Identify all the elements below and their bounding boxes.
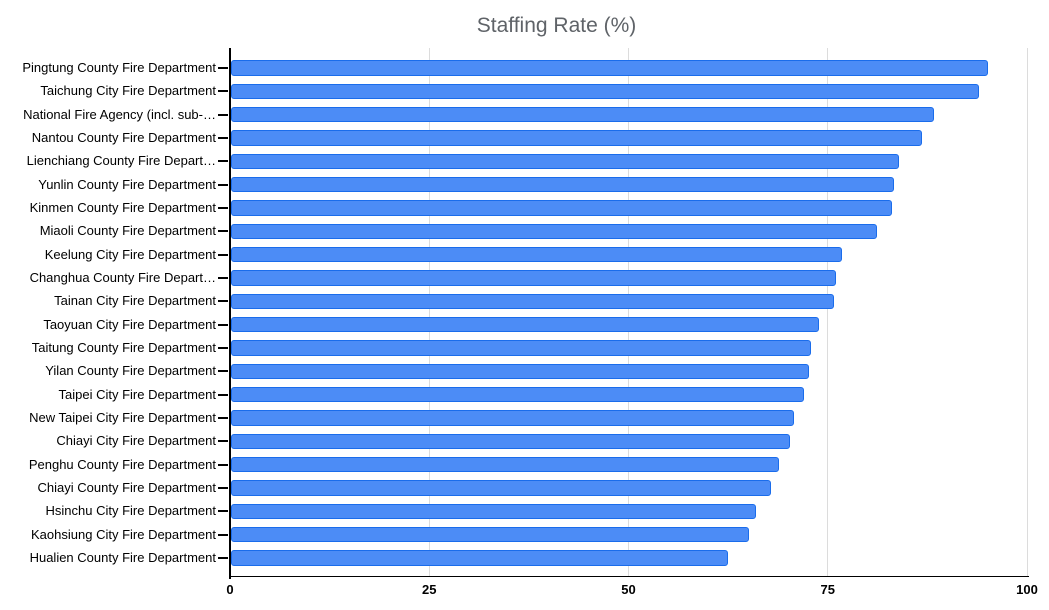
category-label: Lienchiang County Fire Depart… [26,153,216,169]
category-tick-mark [218,207,228,209]
bar [231,293,835,310]
bar [231,433,790,450]
category-tick-mark [218,533,228,536]
bar [231,106,934,123]
bar [231,153,899,170]
category-tick-mark [218,370,228,373]
category-label: Kaohsiung City Fire Department [31,526,216,542]
category-label: Keelung City Fire Department [44,246,216,262]
x-axis [228,575,1029,577]
category-label: Yunlin County Fire Department [38,176,216,192]
category-tick-mark [218,183,228,186]
category-tick-mark [218,557,228,559]
x-tick-label: 100 [1016,582,1038,597]
bar [231,503,757,520]
bar [231,200,892,216]
category-label: Nantou County Fire Department [31,130,216,145]
category-tick-mark [218,440,228,443]
x-tick-label: 0 [226,582,234,597]
category-label: Taipei City Fire Department [58,386,217,402]
category-tick-mark [218,253,228,256]
category-label: Chiayi County Fire Department [37,480,216,495]
y-axis [228,48,231,579]
category-label: National Fire Agency (incl. sub-… [23,106,216,122]
category-tick-mark [218,113,228,116]
category-tick-mark [218,417,228,419]
category-label: Changhua County Fire Depart… [29,270,216,285]
x-tick-label: 50 [621,582,636,597]
bar [231,246,842,263]
bar [231,456,780,473]
bar [231,526,750,543]
bar [231,386,805,403]
category-label: New Taipei City Fire Department [29,410,216,425]
category-tick-mark [218,463,228,466]
gridline [1026,48,1028,577]
category-label: Kinmen County Fire Department [29,200,216,215]
bar [231,480,771,496]
category-label: Chiayi City Fire Department [56,433,216,449]
category-tick-mark [218,90,228,93]
gridline [428,48,430,577]
category-label: Tainan City Fire Department [54,293,216,309]
bar [231,316,820,333]
bar [231,363,809,380]
bar [231,176,895,193]
category-label: Hsinchu City Fire Department [45,503,217,519]
category-tick-mark [218,67,228,69]
category-label: Taitung County Fire Department [31,340,216,355]
category-label: Pingtung County Fire Department [22,60,216,75]
category-tick-mark [218,230,228,233]
bar [231,83,979,100]
bar [231,550,728,566]
bar [231,340,812,356]
category-label: Taichung City Fire Department [40,83,216,99]
x-tick-label: 75 [820,582,835,597]
category-tick-mark [218,393,228,396]
category-tick-mark [218,347,228,349]
category-label: Hualien County Fire Department [29,550,216,565]
category-label: Miaoli County Fire Department [39,223,216,239]
gridline [628,48,629,577]
category-label: Taoyuan City Fire Department [43,316,216,332]
bar [231,130,922,146]
bar [231,223,877,240]
category-label: Penghu County Fire Department [28,456,216,472]
chart-title: Staffing Rate (%) [476,14,637,37]
category-tick-mark [218,300,228,303]
category-tick-mark [218,487,228,489]
category-tick-mark [218,160,228,163]
bar [231,410,794,426]
x-tick-label: 25 [422,582,437,597]
bar [231,60,989,76]
category-tick-mark [218,510,228,513]
category-tick-mark [218,277,228,279]
category-tick-mark [218,137,228,139]
bar [231,270,836,286]
category-tick-mark [218,323,228,326]
gridline [827,48,829,577]
category-label: Yilan County Fire Department [45,363,216,379]
